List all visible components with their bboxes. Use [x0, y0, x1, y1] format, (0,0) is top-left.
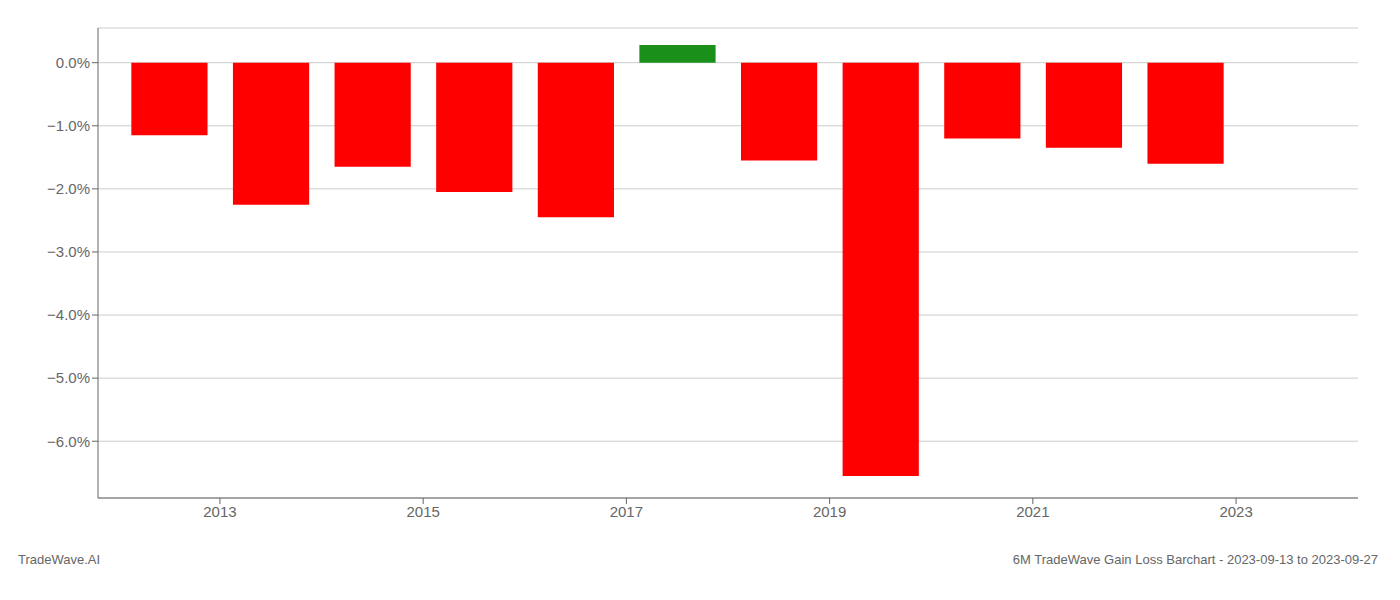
svg-text:2019: 2019 [813, 503, 846, 520]
html-text:TradeWave.AI: TradeWave.AI [18, 552, 101, 567]
svg-text:0.0%: 0.0% [56, 54, 90, 71]
svg-text:2013: 2013 [203, 503, 236, 520]
svg-text:−5.0%: −5.0% [47, 369, 90, 386]
svg-text:−6.0%: −6.0% [47, 433, 90, 450]
svg-text:−4.0%: −4.0% [47, 306, 90, 323]
svg-text:−1.0%: −1.0% [47, 117, 90, 134]
svg-text:−2.0%: −2.0% [47, 180, 90, 197]
svg-text:2021: 2021 [1016, 503, 1049, 520]
svg-text:2015: 2015 [406, 503, 439, 520]
svg-text:2017: 2017 [610, 503, 643, 520]
svg-text:−3.0%: −3.0% [47, 243, 90, 260]
svg-text:2023: 2023 [1219, 503, 1252, 520]
html-text:6M TradeWave Gain Loss Barchar: 6M TradeWave Gain Loss Barchart - 2023-0… [1012, 552, 1378, 567]
